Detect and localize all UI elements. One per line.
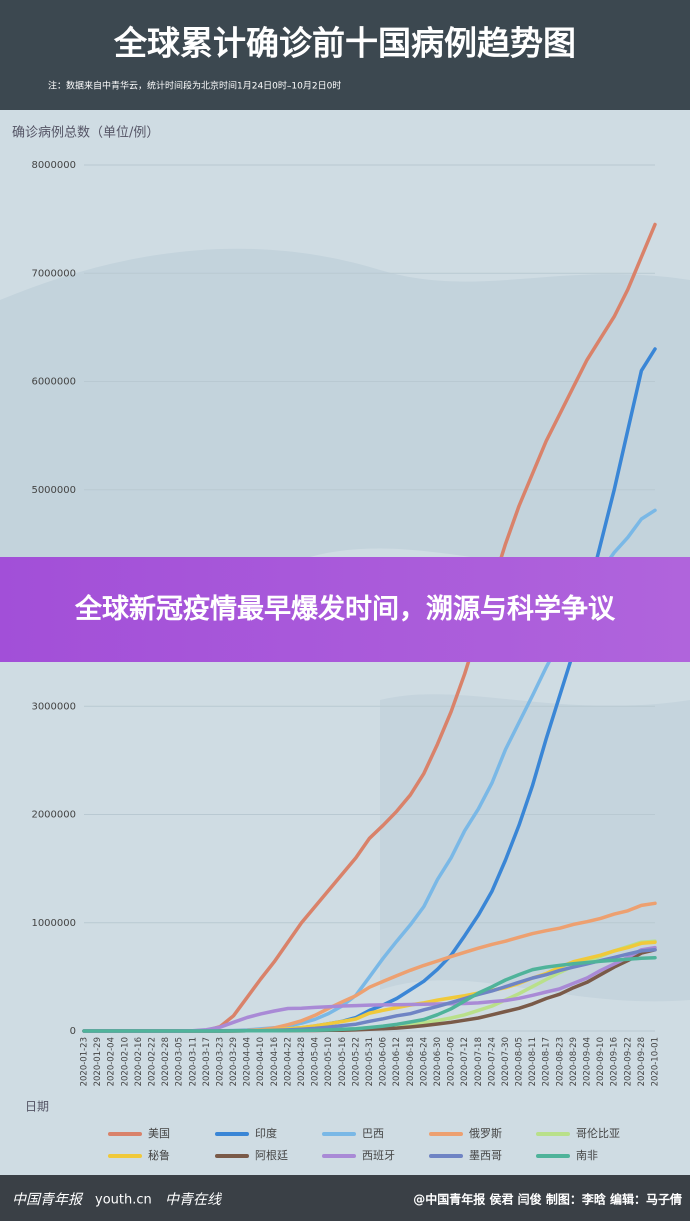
x-tick-label: 2020-03-11	[188, 1037, 198, 1086]
x-tick-label: 2020-02-16	[134, 1037, 144, 1086]
legend-label: 南非	[576, 1149, 598, 1162]
y-tick-label: 2000000	[31, 810, 76, 821]
map-shape	[0, 248, 690, 600]
x-tick-label: 2020-05-16	[338, 1037, 348, 1086]
x-tick-label: 2020-04-28	[297, 1037, 307, 1086]
x-tick-label: 2020-04-10	[256, 1037, 266, 1086]
x-tick-label: 2020-05-31	[365, 1037, 375, 1086]
legend-label: 巴西	[362, 1127, 384, 1140]
x-tick-label: 2020-05-10	[324, 1037, 334, 1086]
footer-logo: youth.cn	[95, 1193, 152, 1208]
footer-bg	[0, 1175, 690, 1221]
legend-label: 秘鲁	[148, 1148, 170, 1162]
y-tick-label: 6000000	[31, 377, 76, 388]
x-tick-label: 2020-08-29	[569, 1037, 579, 1086]
y-tick-label: 7000000	[31, 268, 76, 279]
x-tick-label: 2020-09-22	[623, 1037, 633, 1086]
x-tick-label: 2020-02-28	[161, 1037, 171, 1086]
x-tick-label: 2020-03-23	[215, 1037, 225, 1086]
series-line	[82, 955, 657, 1033]
x-tick-label: 2020-07-18	[474, 1037, 484, 1086]
legend-label: 阿根廷	[255, 1148, 288, 1162]
legend-label: 美国	[148, 1127, 170, 1140]
legend-label: 西班牙	[362, 1149, 395, 1162]
footer-logo: 中青在线	[165, 1192, 223, 1208]
x-tick-label: 2020-06-12	[392, 1037, 402, 1086]
y-tick-label: 5000000	[31, 485, 76, 496]
x-tick-label: 2020-05-04	[311, 1037, 321, 1086]
x-tick-label: 2020-07-24	[487, 1037, 497, 1086]
x-axis-label: 日期	[25, 1100, 49, 1114]
x-tick-label: 2020-06-24	[419, 1037, 429, 1086]
x-tick-label: 2020-09-28	[637, 1037, 647, 1086]
x-tick-label: 2020-02-04	[107, 1037, 117, 1086]
footer-credit: @中国青年报 侯君 闫俊 制图：李晗 编辑：马子倩	[413, 1192, 682, 1207]
x-tick-label: 2020-03-17	[202, 1037, 212, 1086]
y-tick-label: 1000000	[31, 918, 76, 929]
banner-title: 全球新冠疫情最早爆发时间，溯源与科学争议	[75, 593, 615, 625]
chart-title: 全球累计确诊前十国病例趋势图	[113, 24, 576, 63]
x-tick-label: 2020-09-04	[583, 1037, 593, 1086]
legend-label: 哥伦比亚	[576, 1126, 620, 1140]
footer-logo: 中国青年报	[12, 1192, 84, 1208]
x-tick-label: 2020-08-11	[528, 1037, 538, 1086]
x-tick-label: 2020-07-30	[501, 1037, 511, 1086]
x-tick-label: 2020-08-23	[555, 1037, 565, 1086]
map-shape	[380, 694, 690, 1002]
x-tick-label: 2020-03-05	[175, 1037, 185, 1086]
x-tick-label: 2020-02-22	[147, 1037, 157, 1086]
x-tick-label: 2020-07-06	[447, 1037, 457, 1086]
x-tick-label: 2020-06-30	[433, 1037, 443, 1086]
legend-label: 俄罗斯	[469, 1127, 502, 1140]
legend-label: 印度	[255, 1126, 277, 1140]
x-tick-label: 2020-09-16	[610, 1037, 620, 1086]
y-tick-label: 0	[70, 1026, 76, 1037]
chart-subtitle: 注：数据来自中青华云，统计时间段为北京时间1月24日0时–10月2日0时	[48, 80, 341, 92]
x-tick-label: 2020-09-10	[596, 1037, 606, 1086]
x-tick-label: 2020-04-16	[270, 1037, 280, 1086]
x-tick-label: 2020-08-17	[542, 1037, 552, 1086]
y-tick-label: 3000000	[31, 701, 76, 712]
x-tick-label: 2020-02-10	[120, 1037, 130, 1086]
x-tick-label: 2020-03-29	[229, 1037, 239, 1086]
x-tick-label: 2020-05-22	[351, 1037, 361, 1086]
x-tick-label: 2020-06-18	[406, 1037, 416, 1086]
banner: 全球新冠疫情最早爆发时间，溯源与科学争议	[0, 557, 690, 662]
legend-label: 墨西哥	[469, 1149, 502, 1162]
x-tick-label: 2020-01-29	[93, 1037, 103, 1086]
x-tick-label: 2020-04-22	[283, 1037, 293, 1086]
x-tick-label: 2020-04-04	[243, 1037, 253, 1086]
x-tick-label: 2020-06-06	[379, 1037, 389, 1086]
x-tick-label: 2020-01-23	[80, 1037, 90, 1086]
x-tick-label: 2020-07-12	[460, 1037, 470, 1086]
x-tick-label: 2020-10-01	[651, 1037, 661, 1086]
header-bg	[0, 0, 690, 110]
y-axis-label: 确诊病例总数（单位/例）	[12, 126, 159, 141]
y-tick-label: 8000000	[31, 160, 76, 171]
x-tick-label: 2020-08-05	[515, 1037, 525, 1086]
